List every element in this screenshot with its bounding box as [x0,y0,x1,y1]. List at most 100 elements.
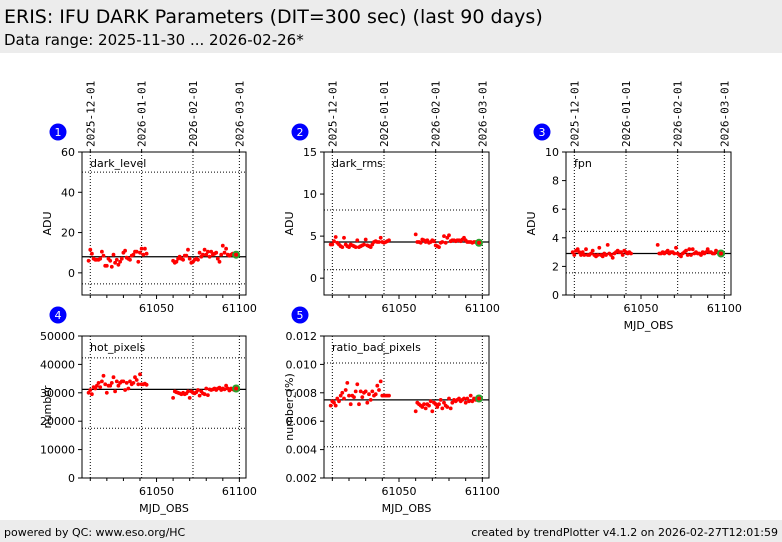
data-point [93,386,98,391]
data-point [665,248,670,253]
data-point [330,242,335,247]
data-point [377,388,381,392]
data-point [619,250,623,255]
last-data-point [477,240,481,245]
data-point [116,383,121,388]
data-point [222,250,227,255]
panel-number: 1 [55,126,62,139]
data-point [370,389,375,394]
page-title: ERIS: IFU DARK Parameters (DIT=300 sec) … [4,6,543,28]
y-tick-label: 4 [552,232,559,245]
footer: powered by QC: www.eso.org/HC created by… [0,520,782,542]
data-point [136,382,141,387]
data-point [620,253,625,257]
chart-panel-ratio_bad_pixels: 0.002 0.004 0.006 0.008 0.010 0.012 61050 61100… [283,306,500,515]
x-tick-label: 61100 [222,485,257,498]
data-point [220,243,225,248]
plot-frame [81,335,247,479]
y-tick-label: 0.006 [286,415,318,428]
data-point [113,389,117,394]
data-point [465,396,470,401]
plot-frame [323,151,490,296]
data-point [342,396,346,401]
data-point [123,388,127,392]
data-point [413,409,418,414]
y-tick-label: 0 [552,289,559,302]
data-point [704,250,708,255]
x-tick-label: 61100 [222,302,257,315]
data-point [377,240,381,244]
y-axis-label: ADU [283,211,296,235]
data-point [363,389,368,394]
data-point [684,248,688,253]
data-point [674,245,678,250]
data-point [131,381,136,385]
x-tick-label: 61100 [465,302,500,315]
data-point [95,383,99,388]
data-point [204,252,209,257]
data-point [600,254,605,259]
data-point [101,373,106,378]
data-point [109,381,114,385]
data-point [224,246,229,251]
data-point [134,378,139,382]
data-point [387,393,391,398]
data-point [181,257,186,262]
data-point [196,257,200,262]
y-tick-label: 5 [310,230,317,243]
data-point [136,259,141,264]
data-point [427,403,431,408]
data-point [141,252,146,257]
date-tick-label: 2026-02-01 [430,81,443,147]
data-point [448,406,453,411]
data-point [438,398,443,402]
data-point [126,386,131,391]
data-point [133,375,137,380]
data-point [347,393,351,398]
data-point [445,405,450,409]
footer-created-by: created by trendPlotter v4.1.2 on 2026-0… [471,526,778,539]
data-point [332,239,336,244]
y-tick-label: 10000 [40,444,75,457]
data-point [144,251,149,256]
data-point [422,402,426,407]
plot-frame [323,335,490,479]
data-point [144,382,149,387]
data-point [103,382,108,387]
y-axis-label: ADU [41,211,54,235]
date-tick-label: 2026-02-01 [672,81,685,147]
panel-title: dark_rms [332,157,383,170]
data-point [184,253,189,258]
data-point [433,402,438,407]
data-point [186,247,190,252]
data-point [437,245,441,250]
data-point [353,245,358,250]
data-point [128,257,132,262]
data-point [442,234,446,239]
data-point [123,248,127,253]
y-tick-label: 10 [545,146,559,159]
data-point [589,251,593,256]
data-point [90,251,94,256]
data-point [368,398,373,402]
x-tick-label: 61050 [139,485,174,498]
data-point [655,243,660,247]
y-tick-label: 8 [552,175,559,188]
data-point [418,240,423,245]
data-point [187,396,192,400]
data-point [358,389,363,394]
data-point [582,253,587,257]
data-point [609,253,613,257]
data-point [134,249,139,254]
data-point [457,396,461,401]
data-point [209,249,214,254]
data-point [378,235,383,240]
data-range: Data range: 2025-11-30 ... 2026-02-26* [4,31,304,49]
y-tick-label: 2 [552,260,559,273]
data-point [217,259,222,264]
last-data-point [719,251,723,256]
y-tick-label: 0 [68,267,75,280]
header: ERIS: IFU DARK Parameters (DIT=300 sec) … [0,0,782,53]
panel-title: hot_pixels [90,341,146,354]
data-point [447,233,451,238]
